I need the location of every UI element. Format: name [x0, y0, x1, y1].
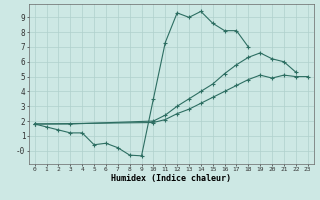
X-axis label: Humidex (Indice chaleur): Humidex (Indice chaleur)	[111, 174, 231, 183]
